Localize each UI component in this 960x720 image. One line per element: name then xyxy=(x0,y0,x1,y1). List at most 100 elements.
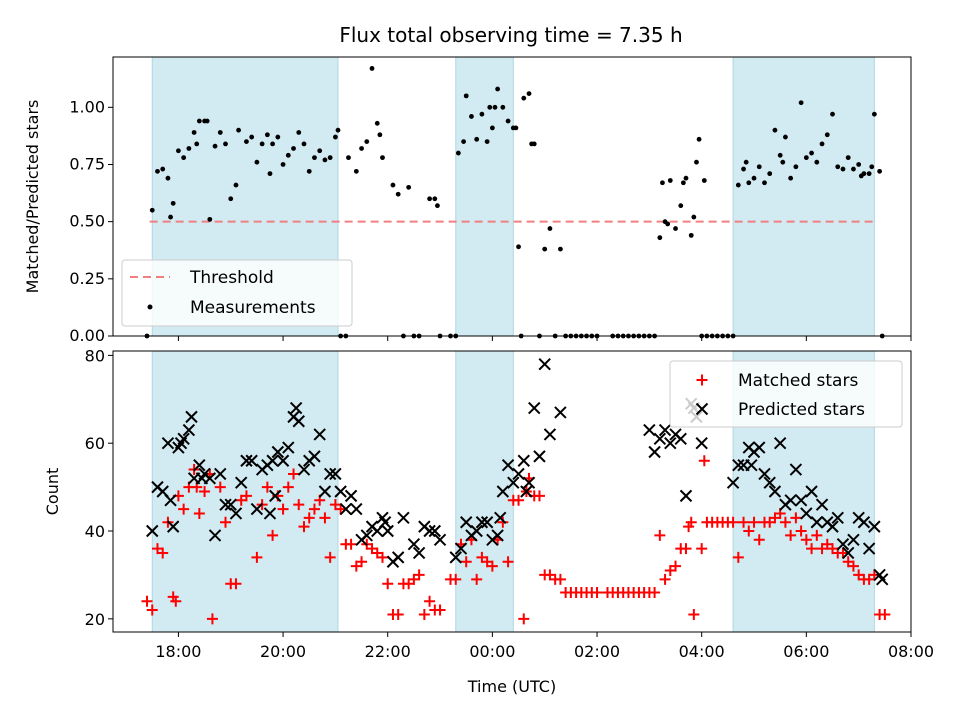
measurement-point xyxy=(814,159,820,165)
measurement-point xyxy=(212,143,218,149)
measurement-point xyxy=(155,168,160,174)
measurement-point xyxy=(772,127,778,133)
measurement-point xyxy=(741,166,746,172)
matched-point xyxy=(688,608,700,620)
predicted-point xyxy=(784,494,797,507)
measurement-point xyxy=(306,168,312,174)
matched-point xyxy=(753,534,765,546)
matched-point xyxy=(591,586,603,598)
measurement-point xyxy=(696,136,702,142)
legend-threshold-label: Threshold xyxy=(189,268,274,288)
measurement-point xyxy=(469,114,474,119)
predicted-point xyxy=(185,410,198,424)
predicted-point xyxy=(745,458,758,472)
matched-point xyxy=(680,543,692,555)
measurement-point xyxy=(762,180,767,186)
measurement-point xyxy=(275,134,281,140)
predicted-point xyxy=(240,454,253,467)
predicted-point xyxy=(501,458,515,472)
predicted-point xyxy=(433,533,447,547)
predicted-point xyxy=(674,432,687,446)
matched-point xyxy=(335,503,347,515)
predicted-point xyxy=(773,436,787,450)
measurement-point xyxy=(489,125,495,131)
measurement-point xyxy=(369,66,375,71)
matched-point xyxy=(785,529,797,541)
predicted-point xyxy=(480,516,494,529)
matched-point xyxy=(240,490,252,502)
matched-point xyxy=(727,516,739,528)
top-y-tick-label: 0.50 xyxy=(69,212,105,231)
predicted-point xyxy=(360,529,373,542)
bottom-panel: 20 40 60 80 18:00 20:00 22:00 00:00 02:00 04:00 0… xyxy=(43,346,934,696)
matched-point xyxy=(654,529,666,541)
predicted-point xyxy=(763,476,776,489)
predicted-point xyxy=(862,542,876,555)
measurement-point xyxy=(869,164,875,170)
measurement-point xyxy=(513,125,519,131)
predicted-point xyxy=(695,436,708,450)
predicted-point xyxy=(517,454,530,467)
measurement-point xyxy=(871,111,877,117)
matched-point xyxy=(800,534,812,546)
predicted-point xyxy=(732,458,745,472)
top-shaded-interval-1 xyxy=(455,56,514,337)
measurement-point xyxy=(359,146,364,151)
measurement-point xyxy=(746,180,752,186)
predicted-point xyxy=(679,489,693,503)
measurement-point xyxy=(168,214,173,220)
matched-point xyxy=(732,551,744,563)
matched-point xyxy=(261,481,273,493)
measurement-point xyxy=(291,146,296,151)
predicted-point xyxy=(753,441,766,454)
predicted-point xyxy=(224,498,237,511)
legend-measurements-label: Measurements xyxy=(190,298,316,318)
predicted-point xyxy=(470,524,483,538)
measurement-point xyxy=(521,95,527,101)
measurement-point xyxy=(149,207,155,213)
predicted-point xyxy=(475,516,489,529)
predicted-point xyxy=(166,520,180,533)
measurement-point xyxy=(701,178,707,183)
matched-point xyxy=(170,595,182,607)
matched-point xyxy=(502,556,514,568)
measurement-point xyxy=(694,159,699,165)
bottom-y-tick-label: 60 xyxy=(85,434,105,453)
measurement-point xyxy=(207,216,213,222)
matched-point xyxy=(434,604,446,616)
measurement-point xyxy=(803,155,809,161)
predicted-point xyxy=(177,432,190,446)
bottom-legend: Matched stars Predicted stars xyxy=(669,360,903,428)
top-legend-box xyxy=(121,259,353,327)
predicted-point xyxy=(533,450,546,463)
predicted-point xyxy=(263,507,277,520)
bottom-x-tick-label: 18:00 xyxy=(155,642,201,661)
top-y-tick-label: 0.75 xyxy=(69,154,105,173)
measurement-point xyxy=(280,162,286,167)
predicted-point xyxy=(407,537,421,551)
measurement-point xyxy=(505,118,511,124)
bottom-x-tick-label: 02:00 xyxy=(574,642,620,661)
measurement-point xyxy=(223,141,228,147)
predicted-point xyxy=(768,485,782,498)
measurement-point xyxy=(830,111,835,117)
measurement-point xyxy=(809,150,814,156)
measurement-point xyxy=(788,175,794,181)
predicted-point xyxy=(182,423,196,437)
predicted-point xyxy=(460,516,473,529)
measurement-point xyxy=(322,157,328,163)
measurement-point xyxy=(249,134,255,140)
measurement-point xyxy=(756,164,762,170)
measurement-point xyxy=(196,118,202,124)
measurement-point xyxy=(660,180,665,186)
measurement-point xyxy=(312,155,317,161)
measurement-point xyxy=(181,155,187,161)
predicted-point xyxy=(800,507,813,520)
matched-point xyxy=(157,547,169,559)
matched-point xyxy=(748,516,760,528)
measurement-point xyxy=(780,159,786,165)
bottom-y-tick-label: 20 xyxy=(85,610,105,629)
measurement-point xyxy=(332,134,338,140)
measurement-point xyxy=(835,164,841,170)
predicted-point xyxy=(208,529,222,542)
